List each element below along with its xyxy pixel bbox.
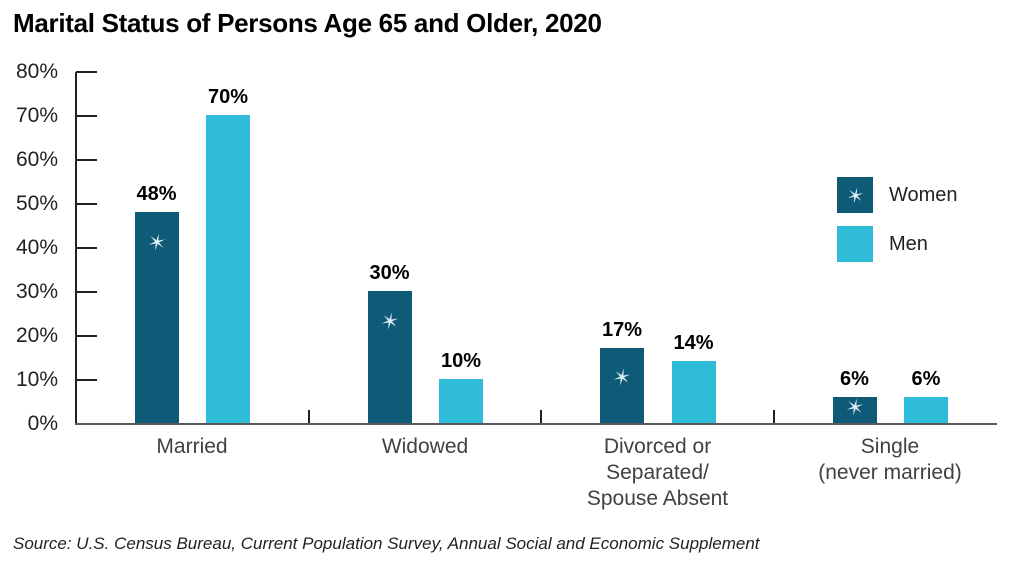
- x-axis-category-label-3: Single (never married): [818, 435, 962, 484]
- y-axis-tick-label: 60%: [15, 148, 58, 171]
- bar-women-2: [600, 348, 644, 423]
- bar-women-1: [367, 291, 412, 423]
- y-axis-tick-mark: [76, 379, 97, 381]
- bar-men-0: [206, 115, 250, 423]
- y-axis-tick-label: 20%: [15, 324, 58, 347]
- value-label-women-2: 17%: [601, 319, 643, 342]
- y-axis-tick-label: 30%: [15, 280, 58, 303]
- x-axis-category-label-1: Widowed: [381, 435, 469, 458]
- y-axis-tick-mark: [76, 335, 97, 337]
- value-label-women-3: 6%: [840, 367, 869, 390]
- legend-label-women: Women: [889, 184, 958, 206]
- x-axis-category-label-0: Married: [156, 435, 228, 458]
- legend-swatch-women: [837, 177, 873, 213]
- asterisk-icon: [381, 312, 398, 330]
- y-axis-tick-label: 10%: [15, 368, 58, 391]
- bar-men-2: [671, 361, 716, 423]
- y-axis-tick-mark: [76, 115, 97, 117]
- y-axis-tick-label: 40%: [15, 236, 58, 259]
- value-label-men-2: 14%: [673, 332, 714, 355]
- x-axis-separator-tick: [307, 410, 310, 423]
- y-axis-tick-label: 50%: [15, 192, 58, 215]
- source-note: Source: U.S. Census Bureau, Current Popu…: [13, 534, 760, 553]
- y-axis-tick-mark: [76, 203, 97, 205]
- y-axis-line: [75, 72, 77, 424]
- asterisk-icon: [613, 368, 631, 386]
- value-label-women-1: 30%: [369, 262, 410, 284]
- legend-swatch-men: [837, 226, 873, 262]
- bar-women-0: [134, 211, 179, 423]
- chart-title: Marital Status of Persons Age 65 and Old…: [13, 8, 602, 38]
- bar-men-1: [439, 379, 483, 423]
- x-axis-separator-tick: [772, 410, 775, 423]
- value-label-men-0: 70%: [207, 86, 249, 108]
- y-axis-tick-mark: [76, 159, 97, 161]
- asterisk-icon: [148, 233, 165, 251]
- value-label-men-3: 6%: [911, 367, 941, 390]
- y-axis-tick-mark: [76, 247, 97, 249]
- asterisk-icon: [846, 398, 863, 416]
- x-axis-category-label-2: Divorced or Separated/ Spouse Absent: [586, 435, 729, 510]
- y-axis-tick-label: 0%: [27, 412, 58, 435]
- x-axis-line: [75, 423, 997, 425]
- legend: Women Men: [837, 177, 997, 267]
- x-axis-separator-tick: [540, 410, 542, 423]
- y-axis-tick-mark: [76, 71, 97, 73]
- y-axis-tick-mark: [76, 291, 97, 293]
- y-axis-tick-label: 70%: [15, 104, 58, 127]
- legend-label-men: Men: [889, 233, 928, 255]
- y-axis-tick-label: 80%: [15, 60, 58, 83]
- asterisk-icon: [847, 187, 863, 203]
- value-label-men-1: 10%: [440, 350, 482, 372]
- bar-men-3: [904, 396, 948, 423]
- value-label-women-0: 48%: [136, 182, 177, 205]
